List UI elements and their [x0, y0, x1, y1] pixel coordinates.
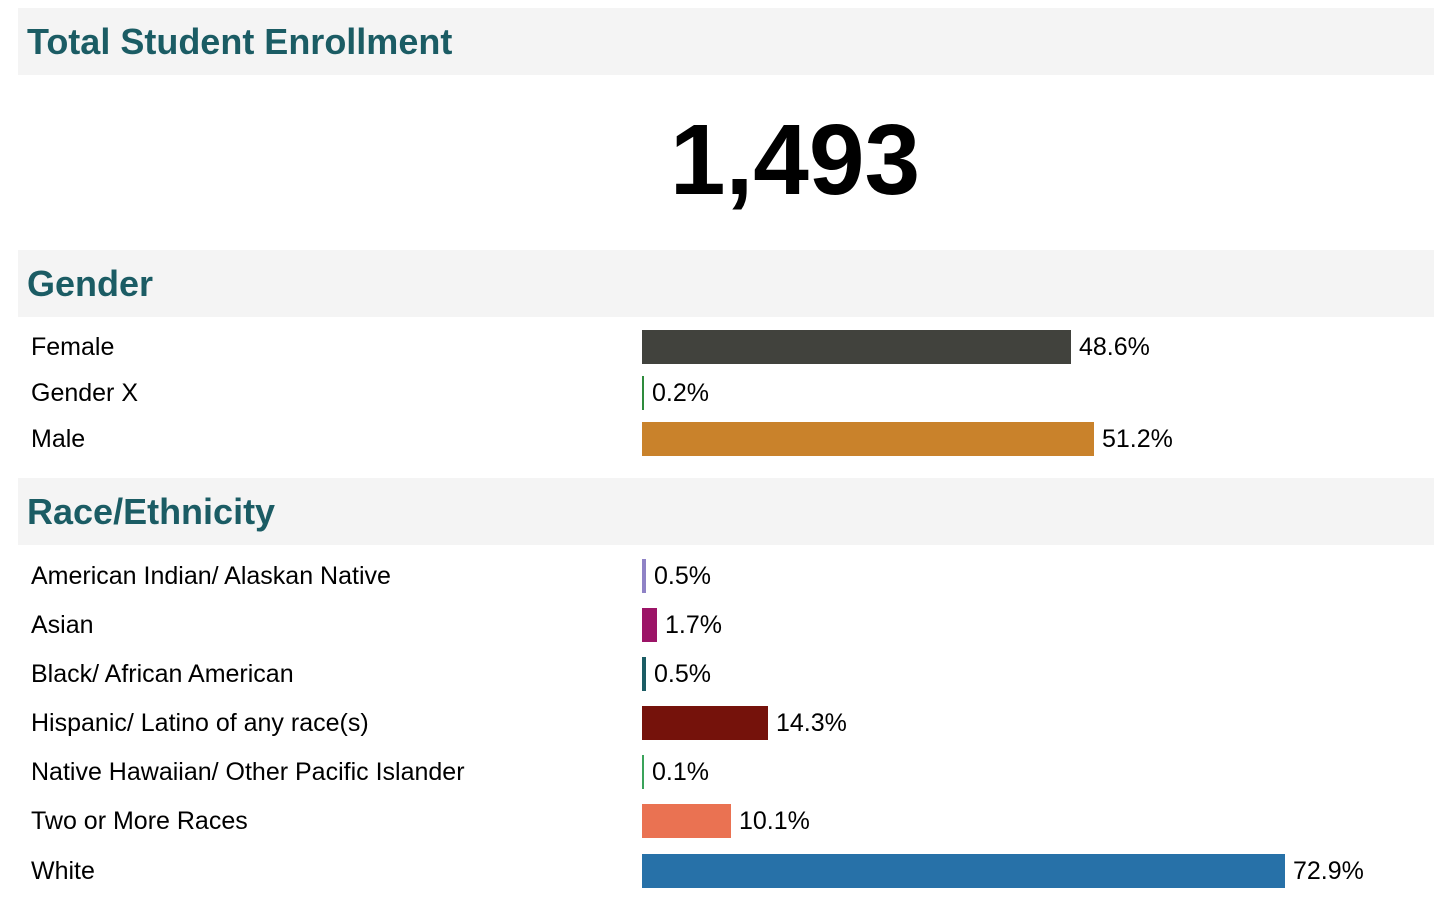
bar-row-asian: Asian 1.7% — [0, 605, 1434, 645]
category-label: Asian — [31, 611, 94, 639]
category-label: Hispanic/ Latino of any race(s) — [31, 709, 369, 737]
category-label: Female — [31, 333, 115, 361]
total-enrollment-title: Total Student Enrollment — [27, 21, 453, 62]
bar-value-label: 0.5% — [654, 562, 711, 590]
bar-value-label: 0.5% — [654, 660, 711, 688]
category-label: Black/ African American — [31, 660, 294, 688]
bar — [642, 559, 646, 593]
bar-value-label: 51.2% — [1102, 425, 1173, 453]
bar-value-label: 48.6% — [1079, 333, 1150, 361]
bar — [642, 330, 1071, 364]
bar — [642, 608, 657, 642]
bar-value-label: 1.7% — [665, 611, 722, 639]
total-enrollment-value: 1,493 — [669, 104, 921, 216]
bar-row-white: White 72.9% — [0, 851, 1434, 891]
bar — [642, 755, 644, 789]
bar — [642, 422, 1094, 456]
category-label: Two or More Races — [31, 807, 248, 835]
gender-header: Gender — [18, 250, 1434, 317]
bar-row-two-or-more-races: Two or More Races 10.1% — [0, 801, 1434, 841]
bar-row-hispanic-latino-of-any-race-s: Hispanic/ Latino of any race(s) 14.3% — [0, 703, 1434, 743]
race-header: Race/Ethnicity — [18, 478, 1434, 545]
total-enrollment-header: Total Student Enrollment — [18, 8, 1434, 75]
bar-row-black-african-american: Black/ African American 0.5% — [0, 654, 1434, 694]
bar-row-american-indian-alaskan-native: American Indian/ Alaskan Native 0.5% — [0, 556, 1434, 596]
bar-value-label: 14.3% — [776, 709, 847, 737]
race-title: Race/Ethnicity — [27, 491, 276, 532]
category-label: Gender X — [31, 379, 139, 407]
bar-row-gender-x: Gender X 0.2% — [0, 373, 1434, 413]
bar-value-label: 0.2% — [652, 379, 709, 407]
bar — [642, 376, 644, 410]
category-label: American Indian/ Alaskan Native — [31, 562, 391, 590]
bar-value-label: 72.9% — [1293, 857, 1364, 885]
bar-row-female: Female 48.6% — [0, 327, 1434, 367]
bar-row-male: Male 51.2% — [0, 419, 1434, 459]
bar-value-label: 0.1% — [652, 758, 709, 786]
gender-title: Gender — [27, 263, 154, 304]
bar-row-native-hawaiian-other-pacific-islander: Native Hawaiian/ Other Pacific Islander 0… — [0, 752, 1434, 792]
bar — [642, 657, 646, 691]
category-label: White — [31, 857, 95, 885]
bar — [642, 706, 768, 740]
bar-value-label: 10.1% — [739, 807, 810, 835]
category-label: Native Hawaiian/ Other Pacific Islander — [31, 758, 465, 786]
bar — [642, 854, 1285, 888]
category-label: Male — [31, 425, 86, 453]
bar — [642, 804, 731, 838]
